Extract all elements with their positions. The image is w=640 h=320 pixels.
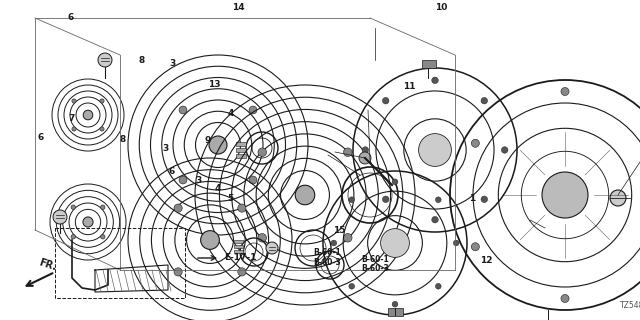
Text: 8: 8: [139, 56, 145, 65]
Text: 6: 6: [67, 13, 74, 22]
Circle shape: [610, 190, 626, 206]
Circle shape: [179, 176, 187, 184]
Circle shape: [392, 301, 398, 307]
Circle shape: [200, 231, 220, 249]
Circle shape: [435, 197, 441, 203]
Circle shape: [501, 147, 508, 153]
Text: 8: 8: [120, 135, 126, 144]
Circle shape: [238, 204, 246, 212]
Text: 3: 3: [195, 176, 202, 185]
Circle shape: [392, 179, 398, 185]
Circle shape: [266, 242, 278, 254]
Bar: [388, 308, 403, 316]
Text: E-17-1: E-17-1: [224, 253, 257, 262]
Circle shape: [481, 196, 488, 203]
Circle shape: [179, 106, 187, 114]
Circle shape: [100, 235, 105, 239]
Circle shape: [331, 240, 337, 246]
Circle shape: [72, 99, 76, 103]
Circle shape: [344, 148, 352, 156]
Bar: [236, 142, 246, 146]
Circle shape: [174, 204, 182, 212]
Circle shape: [561, 87, 569, 96]
Circle shape: [453, 240, 459, 246]
Circle shape: [471, 243, 479, 251]
Circle shape: [83, 110, 93, 120]
Text: 12: 12: [480, 256, 493, 265]
Circle shape: [383, 196, 389, 203]
Circle shape: [419, 134, 451, 166]
Circle shape: [71, 205, 76, 209]
Circle shape: [432, 77, 438, 84]
Bar: [422, 60, 436, 68]
Text: 6: 6: [37, 133, 44, 142]
Text: 6: 6: [168, 167, 175, 176]
Circle shape: [53, 210, 67, 224]
Circle shape: [100, 205, 105, 209]
Circle shape: [359, 152, 371, 164]
Circle shape: [258, 148, 266, 156]
Circle shape: [561, 294, 569, 302]
Bar: [55, 228, 185, 298]
Text: 1: 1: [469, 194, 476, 203]
Text: 7: 7: [68, 114, 75, 123]
Bar: [234, 250, 243, 253]
Circle shape: [174, 268, 182, 276]
Circle shape: [83, 217, 93, 227]
Text: B-60-1: B-60-1: [362, 255, 389, 264]
Circle shape: [72, 127, 76, 131]
Circle shape: [435, 284, 441, 289]
Text: 15: 15: [333, 226, 346, 235]
Circle shape: [258, 234, 266, 242]
Circle shape: [249, 176, 257, 184]
Circle shape: [295, 185, 315, 205]
Circle shape: [100, 99, 104, 103]
Text: TZ5485701C: TZ5485701C: [620, 301, 640, 310]
Bar: [234, 240, 243, 243]
Text: 10: 10: [435, 4, 448, 12]
Circle shape: [542, 172, 588, 218]
Bar: [236, 154, 246, 158]
Circle shape: [432, 216, 438, 223]
Text: 11: 11: [403, 82, 416, 91]
Circle shape: [98, 53, 112, 67]
Circle shape: [100, 127, 104, 131]
Text: 3: 3: [170, 60, 176, 68]
Circle shape: [349, 284, 355, 289]
Text: B-60-3: B-60-3: [362, 264, 389, 273]
Circle shape: [471, 139, 479, 147]
Circle shape: [383, 97, 389, 104]
Text: B-60-3: B-60-3: [314, 258, 341, 267]
Text: 13: 13: [208, 80, 221, 89]
Circle shape: [349, 197, 355, 203]
Text: 3: 3: [162, 144, 168, 153]
Bar: [236, 148, 246, 152]
Circle shape: [481, 97, 488, 104]
Bar: [234, 245, 243, 248]
Text: 14: 14: [232, 4, 245, 12]
Circle shape: [209, 136, 227, 154]
Text: 5: 5: [227, 194, 234, 203]
Circle shape: [381, 228, 410, 257]
Text: 9: 9: [205, 136, 211, 145]
Text: 4: 4: [214, 184, 221, 193]
Circle shape: [249, 106, 257, 114]
Circle shape: [238, 268, 246, 276]
Circle shape: [362, 147, 369, 153]
Text: B-60-1: B-60-1: [314, 248, 341, 257]
Circle shape: [344, 234, 352, 242]
Text: 4: 4: [227, 109, 234, 118]
Text: FR.: FR.: [38, 257, 58, 272]
Circle shape: [71, 235, 76, 239]
